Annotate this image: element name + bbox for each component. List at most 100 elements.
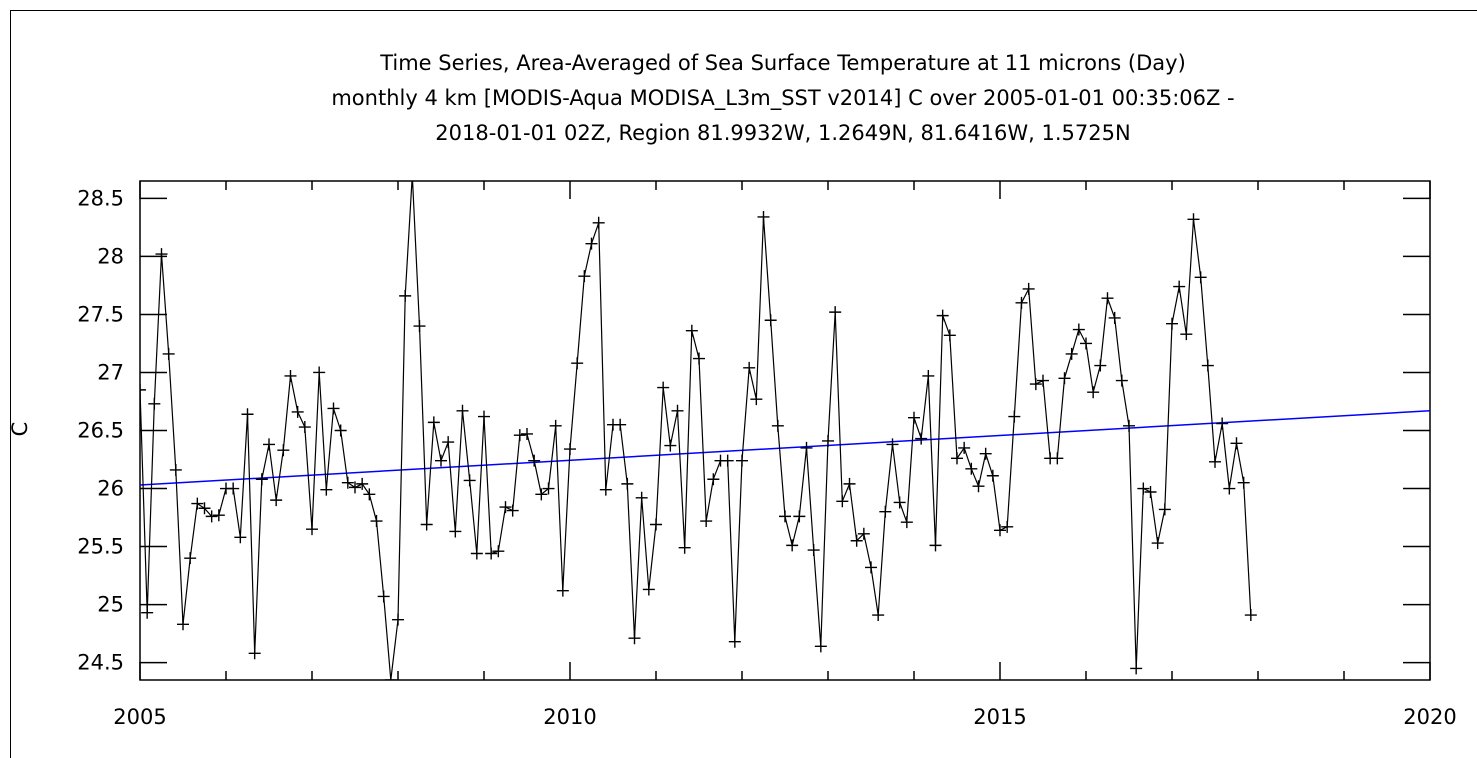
data-point <box>728 635 741 648</box>
data-point <box>392 613 404 626</box>
data-point <box>707 473 720 486</box>
data-point <box>685 324 698 337</box>
data-point <box>463 474 476 487</box>
data-point <box>1080 337 1092 350</box>
data-point <box>850 534 863 547</box>
data-point <box>263 438 275 451</box>
data-point <box>1037 374 1049 387</box>
data-point <box>771 419 784 432</box>
data-point <box>1173 280 1186 293</box>
data-point <box>140 383 146 396</box>
data-point <box>1158 503 1171 516</box>
data-point <box>248 647 261 660</box>
data-point <box>1094 359 1107 372</box>
data-point <box>411 181 414 182</box>
data-point <box>1001 520 1014 533</box>
data-point <box>291 405 304 418</box>
data-point <box>320 483 333 496</box>
x-tick-label: 2005 <box>113 705 166 729</box>
data-point <box>865 561 877 574</box>
data-point <box>1130 662 1143 675</box>
data-point <box>922 369 935 382</box>
data-point <box>1209 455 1221 468</box>
data-point <box>650 518 662 531</box>
data-point <box>470 547 483 560</box>
data-point <box>399 289 412 302</box>
data-point <box>449 525 462 538</box>
data-point <box>241 408 254 421</box>
data-point <box>1015 296 1028 309</box>
data-point <box>779 510 791 523</box>
data-point <box>1101 292 1114 305</box>
data-point <box>1230 437 1243 450</box>
data-point <box>1166 317 1178 330</box>
data-point <box>764 314 777 327</box>
data-point <box>521 427 533 440</box>
x-tick-label: 2010 <box>543 705 596 729</box>
data-point <box>951 452 963 465</box>
data-point <box>571 357 584 370</box>
data-point <box>972 480 985 493</box>
data-point <box>642 583 655 596</box>
data-point <box>879 505 892 518</box>
data-point <box>234 531 247 544</box>
data-point <box>370 515 383 528</box>
data-point <box>535 488 548 501</box>
data-point <box>1051 452 1064 465</box>
data-point <box>1201 359 1214 372</box>
data-point <box>1065 347 1078 360</box>
data-point <box>786 539 799 552</box>
data-point <box>678 541 691 554</box>
data-point <box>528 454 541 467</box>
data-point <box>1029 378 1042 391</box>
data-point <box>313 366 326 379</box>
data-point <box>979 447 992 460</box>
data-point <box>958 441 971 454</box>
data-point <box>1087 386 1100 399</box>
data-point <box>1123 419 1135 432</box>
data-point <box>499 501 512 514</box>
data-point <box>843 477 856 490</box>
data-point <box>886 438 899 451</box>
data-point <box>750 393 763 406</box>
data-point <box>664 439 677 452</box>
data-point <box>427 416 440 429</box>
data-point <box>1223 482 1236 495</box>
plot-box <box>139 180 1431 681</box>
data-point <box>807 544 820 557</box>
data-point <box>413 320 426 333</box>
data-point <box>936 309 949 322</box>
data-point <box>592 216 605 229</box>
data-point <box>1187 213 1200 226</box>
data-point <box>793 510 806 523</box>
data-point <box>549 419 562 432</box>
y-tick-label: 28.5 <box>77 186 124 210</box>
data-point <box>456 404 469 417</box>
data-point <box>377 590 390 603</box>
data-point <box>155 248 168 261</box>
data-point <box>506 504 519 517</box>
data-point <box>893 496 906 509</box>
data-point <box>743 361 756 374</box>
x-tick-label: 2020 <box>1403 705 1456 729</box>
data-point <box>986 469 999 482</box>
data-point <box>564 443 576 456</box>
data-point <box>205 510 218 523</box>
data-point <box>736 454 748 467</box>
data-point <box>721 454 734 467</box>
data-point <box>1022 282 1035 295</box>
data-point <box>306 523 318 536</box>
data-point <box>492 545 505 558</box>
data-point <box>1180 328 1193 341</box>
data-point <box>513 429 526 442</box>
data-point <box>542 482 555 495</box>
data-point <box>184 552 197 565</box>
data-point <box>284 369 297 382</box>
data-point <box>255 473 268 486</box>
data-point <box>965 462 978 475</box>
data-point <box>857 527 870 540</box>
data-point <box>1194 271 1207 284</box>
data-point <box>1244 609 1257 622</box>
data-point <box>349 481 361 494</box>
data-point <box>621 477 634 490</box>
